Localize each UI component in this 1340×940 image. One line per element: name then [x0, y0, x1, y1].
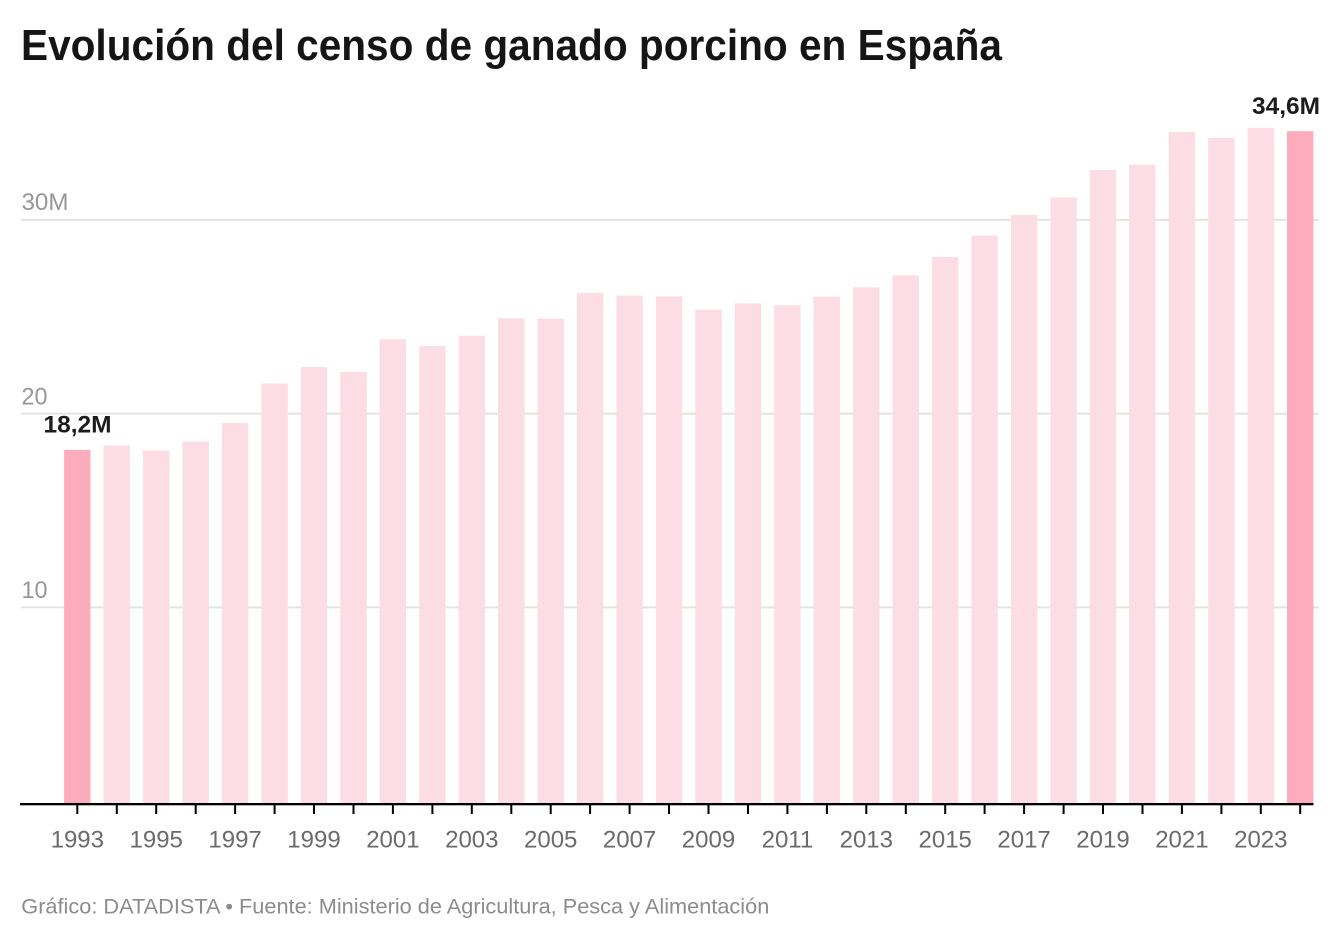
- svg-text:1997: 1997: [208, 827, 261, 854]
- svg-text:2021: 2021: [1155, 827, 1208, 854]
- svg-text:2015: 2015: [919, 827, 972, 854]
- svg-text:2019: 2019: [1076, 827, 1129, 854]
- svg-text:34,6M: 34,6M: [1252, 93, 1320, 120]
- svg-text:2023: 2023: [1234, 827, 1287, 854]
- svg-text:1995: 1995: [130, 827, 183, 854]
- svg-text:2013: 2013: [840, 827, 893, 854]
- svg-text:Gráfico: DATADISTA • Fuente: M: Gráfico: DATADISTA • Fuente: Ministerio …: [21, 895, 769, 919]
- svg-text:2017: 2017: [997, 827, 1050, 854]
- svg-text:1999: 1999: [287, 827, 340, 854]
- svg-text:20: 20: [22, 383, 48, 410]
- svg-text:2007: 2007: [603, 827, 656, 854]
- svg-text:2003: 2003: [445, 827, 498, 854]
- svg-text:30M: 30M: [22, 189, 69, 216]
- svg-text:Evolución del censo de ganado: Evolución del censo de ganado porcino en…: [21, 21, 1002, 70]
- svg-text:2005: 2005: [524, 827, 577, 854]
- svg-text:2001: 2001: [366, 827, 419, 854]
- svg-text:2011: 2011: [762, 827, 814, 854]
- svg-text:18,2M: 18,2M: [43, 412, 111, 439]
- svg-text:1993: 1993: [51, 827, 104, 854]
- svg-text:2009: 2009: [682, 827, 735, 854]
- svg-text:10: 10: [22, 577, 48, 604]
